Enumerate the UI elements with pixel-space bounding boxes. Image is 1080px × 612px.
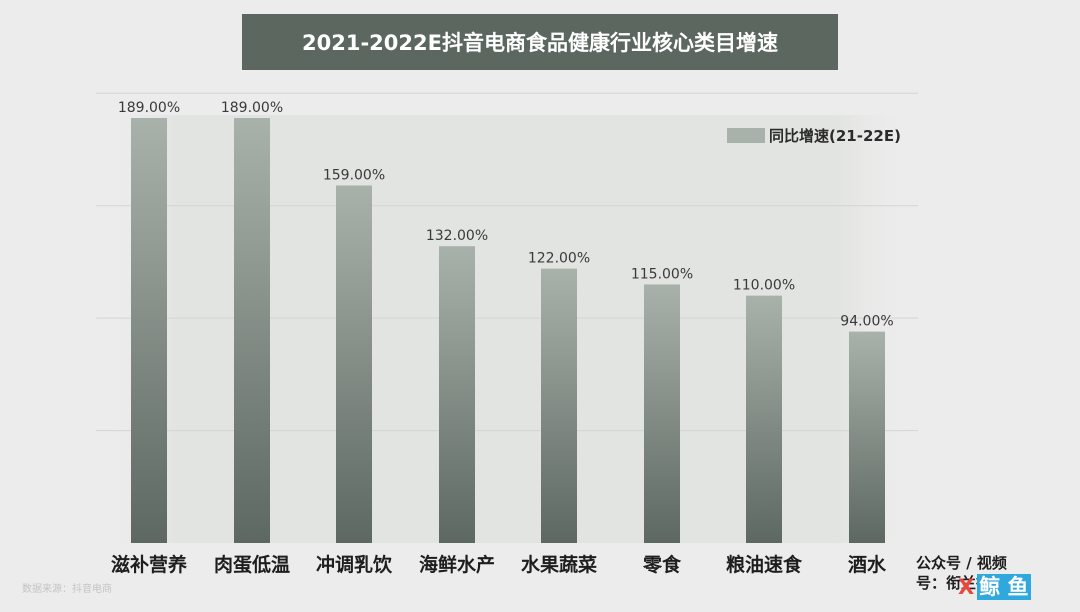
data-label: 132.00% — [426, 228, 488, 244]
x-tick-label: 酒水 — [848, 554, 887, 576]
bar — [644, 284, 680, 543]
x-tick-label: 海鲜水产 — [419, 553, 495, 576]
x-tick-label: 粮油速食 — [726, 553, 803, 576]
data-label: 115.00% — [631, 266, 693, 282]
value-labels: 189.00% 189.00% 159.00% 132.00% 122.00% 115.0… — [118, 100, 894, 330]
source-note: 数据来源：抖音电商 — [22, 584, 112, 595]
plot-area — [96, 115, 918, 543]
logo-tile: 鲸 鱼 — [977, 574, 1031, 600]
data-label: 110.00% — [733, 278, 795, 294]
category-labels: 滋补营养 肉蛋低温 冲调乳饮 海鲜水产 水果蔬菜 零食 粮油速食 酒水 — [111, 553, 887, 576]
bar — [336, 185, 372, 543]
bar — [234, 118, 270, 543]
data-label: 122.00% — [528, 251, 590, 267]
data-label: 94.00% — [840, 314, 893, 330]
legend-label: 同比增速(21-22E) — [769, 127, 901, 145]
data-label: 159.00% — [323, 167, 385, 183]
x-tick-label: 零食 — [642, 553, 682, 576]
legend-swatch — [727, 128, 765, 143]
bar — [439, 246, 475, 543]
brand-logo: X 鲸 鱼 — [958, 574, 1031, 600]
x-tick-label: 滋补营养 — [111, 553, 187, 576]
data-label: 189.00% — [118, 100, 180, 116]
x-tick-label: 水果蔬菜 — [521, 553, 597, 576]
x-tick-label: 冲调乳饮 — [316, 553, 393, 576]
bar — [746, 295, 782, 543]
bar — [849, 331, 885, 543]
x-tick-label: 肉蛋低温 — [214, 553, 290, 576]
bars — [131, 118, 885, 543]
bar — [541, 268, 577, 543]
chart-title: 2021-2022E抖音电商食品健康行业核心类目增速 — [242, 14, 838, 70]
legend: 同比增速(21-22E) — [727, 125, 901, 146]
data-label: 189.00% — [221, 100, 283, 116]
bar — [131, 118, 167, 543]
logo-x-icon: X — [958, 575, 975, 599]
